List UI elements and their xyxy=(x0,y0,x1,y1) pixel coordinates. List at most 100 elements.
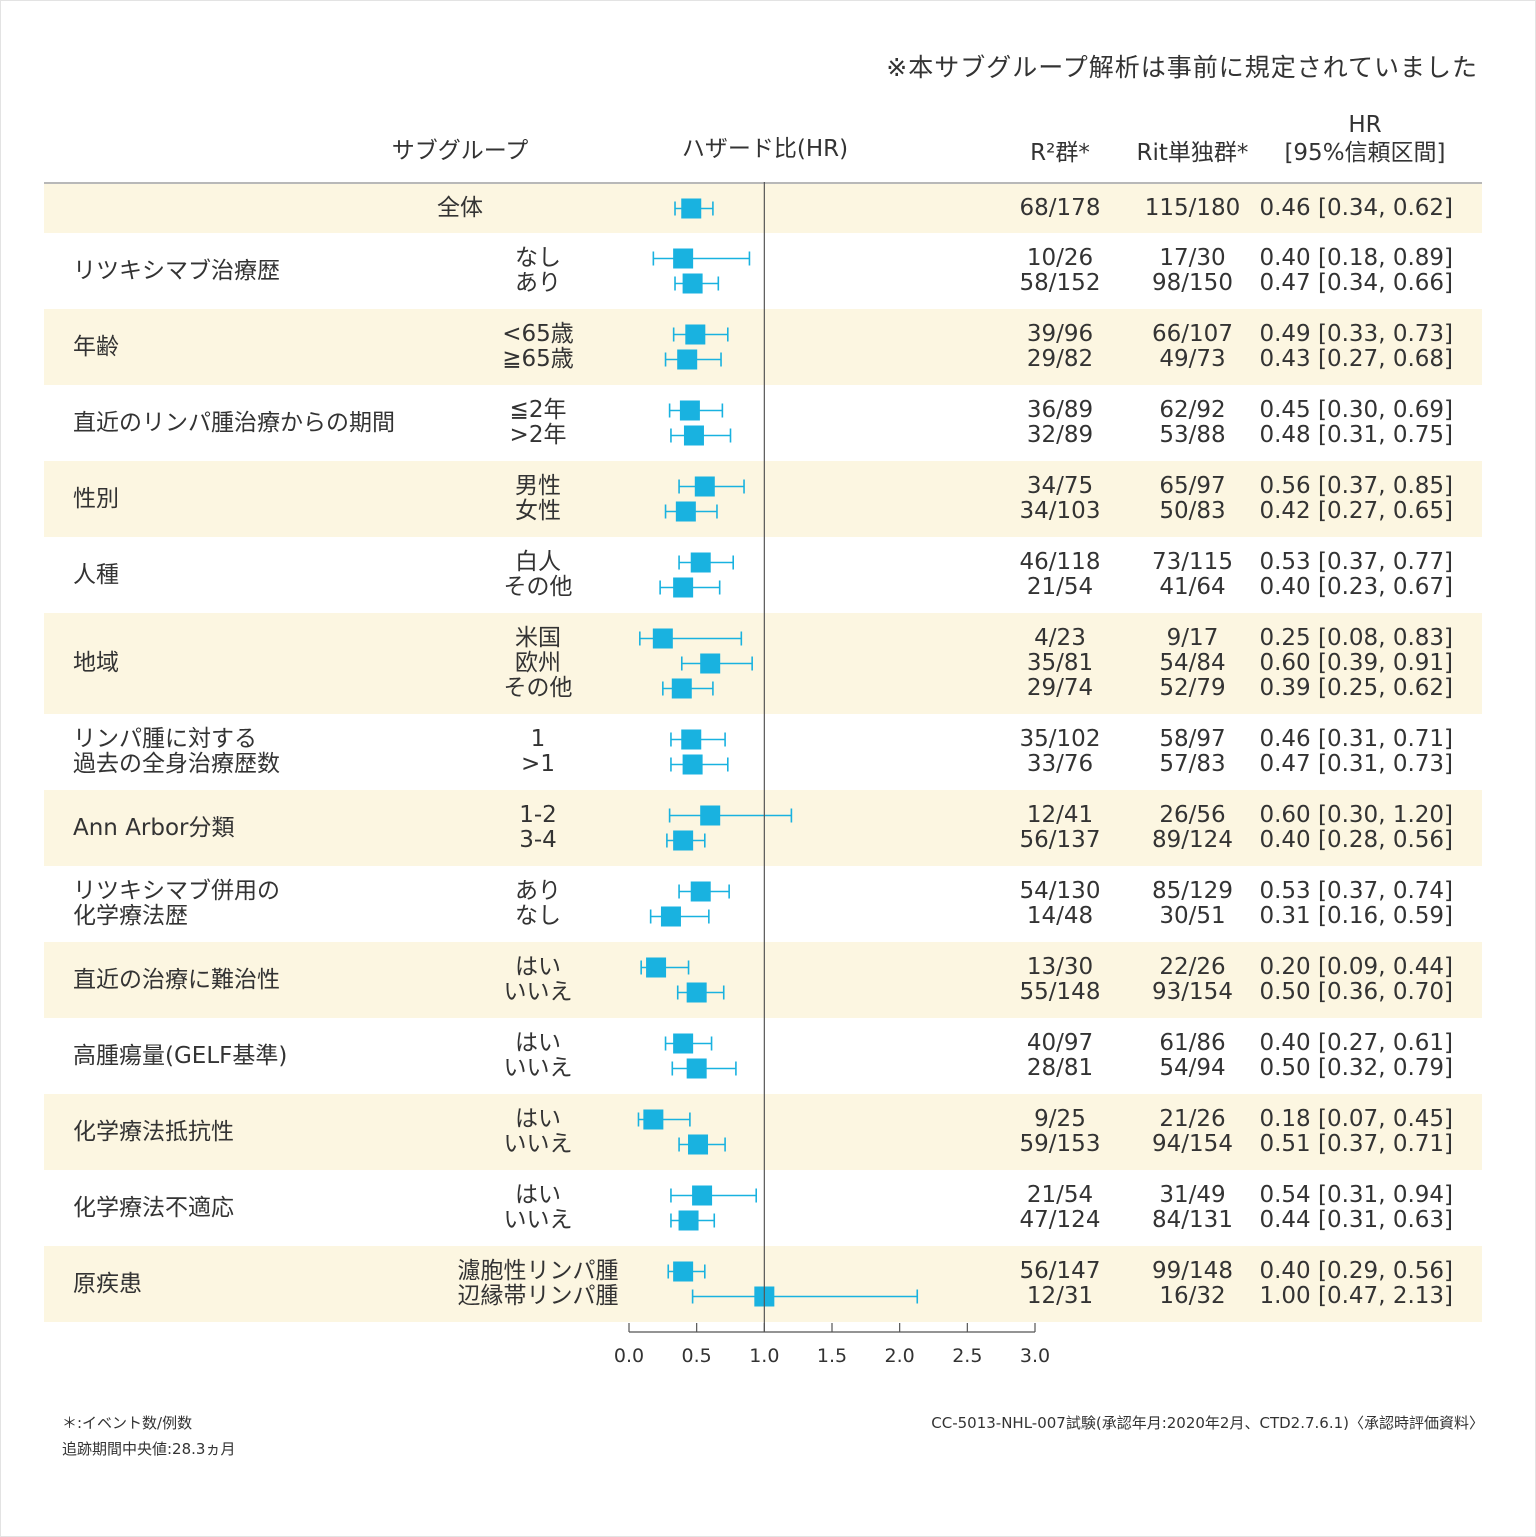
subgroup-label: 化学療法不適応 xyxy=(73,1195,234,1221)
r2-events: 33/76 xyxy=(1026,751,1094,777)
subgroup-label-line: 化学療法歴 xyxy=(73,903,188,929)
subgroup-level: <65歳 xyxy=(502,321,574,347)
rit-events: 50/83 xyxy=(1159,498,1226,524)
subgroup-level: >1 xyxy=(521,751,555,777)
ci-marker-group xyxy=(668,400,724,421)
hr-point xyxy=(646,957,667,978)
hr-point xyxy=(681,729,702,750)
ci-marker-group xyxy=(667,1261,706,1282)
ci-marker-group xyxy=(659,577,721,598)
rit-events: 65/97 xyxy=(1159,473,1226,499)
ci-marker-group xyxy=(676,982,725,1003)
footnote-events: ＊:イベント数/例数 xyxy=(62,1414,193,1432)
rit-events: 31/49 xyxy=(1159,1182,1226,1208)
subgroup-level: 白人 xyxy=(515,549,561,575)
shaded-row-band xyxy=(44,1246,1482,1322)
hr-point xyxy=(682,273,703,294)
subgroup-label: 人種 xyxy=(73,562,119,588)
hr-ci-value: 0.43 [0.27, 0.68] xyxy=(1259,346,1453,372)
hr-point xyxy=(673,1261,694,1282)
rit-events: 26/56 xyxy=(1159,802,1226,828)
hr-point xyxy=(677,349,698,370)
hr-ci-value: 0.60 [0.39, 0.91] xyxy=(1259,650,1453,676)
hr-ci-value: 0.40 [0.23, 0.67] xyxy=(1259,574,1453,600)
header-hr: HR xyxy=(1348,112,1382,138)
rit-events: 30/51 xyxy=(1159,903,1226,929)
subgroup-level: 辺縁帯リンパ腫 xyxy=(457,1283,619,1309)
rit-events: 115/180 xyxy=(1144,195,1241,221)
x-tick-label: 0.5 xyxy=(682,1345,712,1367)
hr-ci-value: 0.47 [0.34, 0.66] xyxy=(1259,270,1453,296)
subgroup-label: 年齢 xyxy=(73,334,119,360)
ci-marker-group xyxy=(678,552,735,573)
r2-events: 4/23 xyxy=(1034,625,1086,651)
hr-ci-value: 0.47 [0.31, 0.73] xyxy=(1259,751,1453,777)
hr-point xyxy=(688,1134,709,1155)
hr-ci-value: 0.44 [0.31, 0.63] xyxy=(1259,1207,1453,1233)
ci-marker-group xyxy=(670,425,732,446)
shaded-row-band xyxy=(44,184,1482,233)
ci-marker-group xyxy=(670,1210,716,1231)
r2-events: 10/26 xyxy=(1026,245,1094,271)
hr-ci-value: 0.25 [0.08, 0.83] xyxy=(1259,625,1453,651)
hr-ci-value: 0.49 [0.33, 0.73] xyxy=(1259,321,1453,347)
hr-ci-value: 0.39 [0.25, 0.62] xyxy=(1259,675,1453,701)
subgroup-label-line: 地域 xyxy=(73,650,119,676)
hr-point xyxy=(692,1185,713,1206)
x-tick-label: 2.5 xyxy=(952,1345,982,1367)
source-citation: CC-5013-NHL-007試験(承認年月:2020年2月、CTD2.7.6.… xyxy=(931,1414,1484,1432)
hr-ci-value: 0.50 [0.36, 0.70] xyxy=(1259,979,1453,1005)
subgroup-level: 1 xyxy=(530,726,546,752)
r2-events: 12/41 xyxy=(1026,802,1094,828)
subgroup-level: その他 xyxy=(503,675,573,701)
hr-ci-value: 0.20 [0.09, 0.44] xyxy=(1259,954,1453,980)
r2-events: 54/130 xyxy=(1019,878,1101,904)
r2-events: 29/74 xyxy=(1026,675,1094,701)
shaded-row-band xyxy=(44,309,1482,385)
x-tick-label: 2.0 xyxy=(885,1345,915,1367)
subgroup-label-line: リツキシマブ治療歴 xyxy=(73,257,280,284)
hr-point xyxy=(683,425,704,446)
r2-events: 39/96 xyxy=(1026,321,1094,347)
hr-ci-value: 0.48 [0.31, 0.75] xyxy=(1259,422,1453,448)
subgroup-level: はい xyxy=(515,954,561,980)
hr-point xyxy=(679,400,700,421)
r2-events: 36/89 xyxy=(1026,397,1094,423)
subgroup-label: 高腫瘍量(GELF基準) xyxy=(73,1043,287,1069)
rit-events: 52/79 xyxy=(1159,675,1226,701)
subgroup-level: はい xyxy=(515,1030,561,1056)
rit-events: 84/131 xyxy=(1152,1207,1233,1233)
r2-events: 21/54 xyxy=(1026,1182,1094,1208)
x-tick-label: 1.5 xyxy=(817,1345,847,1367)
rit-events: 62/92 xyxy=(1159,397,1226,423)
subgroup-label-line: Ann Arbor分類 xyxy=(73,814,235,841)
r2-events: 56/147 xyxy=(1019,1258,1101,1284)
hr-point xyxy=(673,1033,694,1054)
hr-point xyxy=(673,577,694,598)
ci-marker-group xyxy=(666,830,706,851)
hr-ci-value: 0.51 [0.37, 0.71] xyxy=(1259,1131,1453,1157)
rit-events: 21/26 xyxy=(1159,1106,1226,1132)
subgroup-level: 欧州 xyxy=(515,650,561,676)
r2-events: 13/30 xyxy=(1026,954,1094,980)
ci-marker-group xyxy=(649,906,710,927)
ci-marker-group xyxy=(652,248,751,269)
subgroup-label: 性別 xyxy=(73,485,119,512)
hr-ci-value: 0.40 [0.28, 0.56] xyxy=(1259,827,1453,853)
rit-events: 66/107 xyxy=(1152,321,1233,347)
hr-ci-value: 1.00 [0.47, 2.13] xyxy=(1259,1283,1453,1309)
header-hazard-ratio: ハザード比(HR) xyxy=(681,136,849,162)
subgroup-label-line: 性別 xyxy=(73,485,119,512)
hr-ci-value: 0.53 [0.37, 0.74] xyxy=(1259,878,1453,904)
subgroup-label: 直近の治療に難治性 xyxy=(73,967,280,993)
subgroup-label: 原疾患 xyxy=(73,1271,142,1297)
rit-events: 73/115 xyxy=(1152,549,1233,575)
ci-marker-group xyxy=(680,653,753,674)
ci-marker-group xyxy=(674,198,714,219)
hr-ci-value: 0.50 [0.32, 0.79] xyxy=(1259,1055,1453,1081)
subgroup-level: ≧65歳 xyxy=(502,346,574,372)
hr-point xyxy=(700,805,721,826)
hr-point xyxy=(671,678,692,699)
rit-events: 9/17 xyxy=(1166,625,1219,651)
